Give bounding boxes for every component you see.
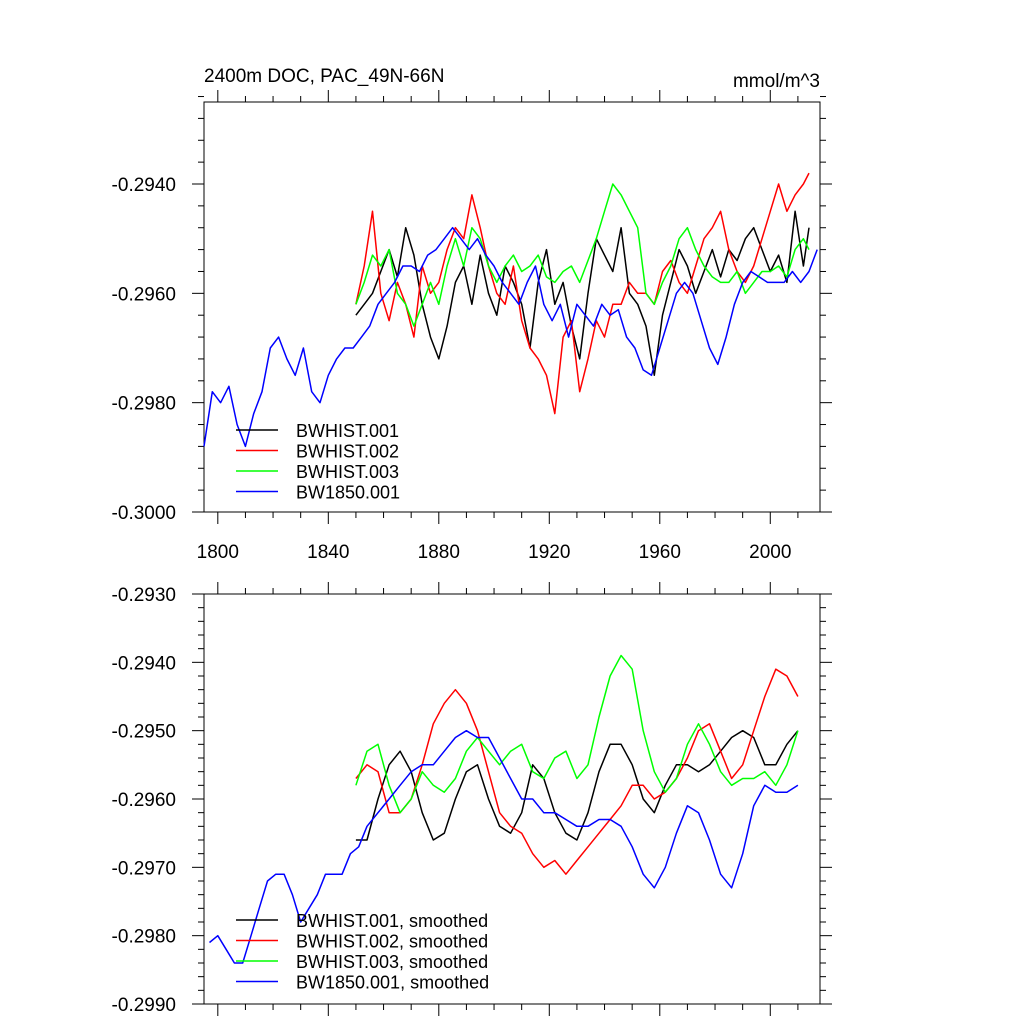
x-tick-label: 1800 (197, 542, 239, 563)
legend-label: BWHIST.001, smoothed (296, 911, 488, 931)
legend-label: BWHIST.002 (296, 442, 399, 462)
legend-label: BW1850.001, smoothed (296, 973, 489, 993)
x-tick-label: 1960 (639, 542, 681, 563)
top-plot-frame (203, 101, 821, 513)
series-line-bw1850-001 (203, 226, 818, 448)
y-tick-label: -0.3000 (112, 503, 176, 524)
legend-label: BWHIST.001 (296, 421, 399, 441)
series-line-bwhist-001 (355, 210, 810, 377)
legend-label: BW1850.001 (296, 483, 400, 503)
series-line-bwhist-001-smoothed (355, 729, 799, 841)
legend-label: BWHIST.002, smoothed (296, 932, 488, 952)
legend-label: BWHIST.003, smoothed (296, 952, 488, 972)
legend-label: BWHIST.003 (296, 462, 399, 482)
y-tick-label: -0.2930 (112, 585, 176, 606)
y-tick-label: -0.2960 (112, 284, 176, 305)
series-line-bwhist-002 (355, 172, 810, 415)
bottom-axis-ticks: -0.2990 -0.2980 -0.2970 -0.2960 -0.2950 -0.29… (112, 582, 832, 1016)
x-tick-label: 1920 (528, 542, 570, 563)
bottom-series-group (209, 654, 799, 964)
x-tick-label: 1880 (418, 542, 460, 563)
series-line-bwhist-003 (355, 183, 810, 327)
top-chart-units: mmol/m^3 (733, 71, 820, 92)
top-chart-title: 2400m DOC, PAC_49N-66N (204, 66, 444, 87)
y-tick-label: -0.2960 (112, 790, 176, 811)
top-panel: 2400m DOC, PAC_49N-66N mmol/m^3 1800 1840… (112, 66, 832, 563)
top-axis-ticks: 1800 1840 1880 1920 1960 2000 -0.3000 -0.2980 -0… (112, 90, 832, 563)
bottom-panel: -0.2990 -0.2980 -0.2970 -0.2960 -0.2950 -0.29… (112, 582, 832, 1016)
series-line-bw1850-001-smoothed (209, 729, 799, 964)
y-tick-label: -0.2980 (112, 394, 176, 415)
x-tick-label: 1840 (307, 542, 349, 563)
y-tick-label: -0.2990 (112, 995, 176, 1016)
y-tick-label: -0.2950 (112, 722, 176, 743)
y-tick-label: -0.2980 (112, 927, 176, 948)
y-tick-label: -0.2940 (112, 175, 176, 196)
top-series-group (203, 172, 818, 448)
x-tick-label: 2000 (749, 542, 791, 563)
y-tick-label: -0.2970 (112, 858, 176, 879)
series-line-bwhist-003-smoothed (355, 654, 799, 814)
y-tick-label: -0.2940 (112, 653, 176, 674)
series-line-bwhist-002-smoothed (355, 668, 799, 875)
